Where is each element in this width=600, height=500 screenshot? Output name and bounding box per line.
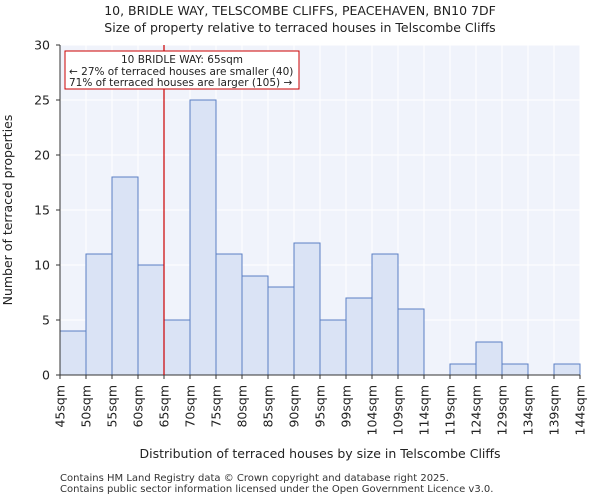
x-tick-label: 119sqm [443, 385, 458, 435]
histogram-bar [111, 176, 139, 376]
histogram-bar [189, 99, 217, 376]
x-tick-label: 139sqm [547, 385, 562, 435]
x-tick-label: 45sqm [53, 385, 68, 428]
annotation-smaller: ← 27% of terraced houses are smaller (40… [69, 66, 293, 78]
histogram-bar [319, 319, 347, 376]
histogram-bar [345, 297, 373, 376]
x-tick-label: 144sqm [573, 385, 588, 435]
annotation-larger: 71% of terraced houses are larger (105) … [69, 77, 292, 89]
x-tick-label: 104sqm [365, 385, 380, 435]
x-tick-label: 114sqm [417, 385, 432, 435]
histogram-chart: 0 5 10 15 20 25 30 45sqm 50sqm 55sqm 60sqm 65sqm 70s… [0, 38, 588, 462]
histogram-bar [163, 319, 191, 376]
histogram-bar [293, 242, 321, 376]
y-tick-label: 0 [42, 368, 50, 383]
x-tick-label: 90sqm [287, 385, 302, 428]
histogram-bar [59, 330, 87, 376]
y-tick-label: 25 [34, 93, 50, 108]
y-tick-label: 30 [34, 38, 50, 53]
x-tick-label: 55sqm [105, 385, 120, 428]
histogram-bar [553, 363, 581, 376]
histogram-bar [85, 253, 113, 376]
y-tick-label: 5 [42, 313, 50, 328]
footer-licence: Contains public sector information licen… [60, 484, 494, 495]
x-tick-label: 99sqm [339, 385, 354, 428]
x-tick-label: 85sqm [261, 385, 276, 428]
x-axis-title: Distribution of terraced houses by size … [139, 446, 500, 461]
histogram-bar [475, 341, 503, 376]
y-axis-title: Number of terraced properties [0, 115, 15, 306]
histogram-bar [501, 363, 529, 376]
histogram-bar [371, 253, 399, 376]
annotation-box [64, 50, 300, 90]
y-tick-label: 15 [34, 203, 50, 218]
x-tick-label: 75sqm [209, 385, 224, 428]
annotation-title: 10 BRIDLE WAY: 65sqm [121, 54, 243, 66]
chart-subtitle: Size of property relative to terraced ho… [104, 20, 496, 35]
x-tick-label: 129sqm [495, 385, 510, 435]
histogram-bar [241, 275, 269, 376]
histogram-bar [449, 363, 477, 376]
chart-title: 10, BRIDLE WAY, TELSCOMBE CLIFFS, PEACEH… [104, 3, 496, 18]
y-tick-label: 10 [34, 258, 50, 273]
histogram-bar [137, 264, 165, 376]
x-tick-label: 70sqm [183, 385, 198, 428]
footer-copyright: Contains HM Land Registry data © Crown c… [60, 473, 449, 484]
x-tick-label: 65sqm [157, 385, 172, 428]
histogram-bar [215, 253, 243, 376]
x-tick-label: 60sqm [131, 385, 146, 428]
y-tick-label: 20 [34, 148, 50, 163]
x-tick-label: 80sqm [235, 385, 250, 428]
x-tick-label: 134sqm [521, 385, 536, 435]
histogram-bar [267, 286, 295, 376]
x-tick-label: 95sqm [313, 385, 328, 428]
x-tick-label: 124sqm [469, 385, 484, 435]
histogram-bar [397, 308, 425, 376]
x-tick-label: 50sqm [79, 385, 94, 428]
x-tick-label: 109sqm [391, 385, 406, 435]
